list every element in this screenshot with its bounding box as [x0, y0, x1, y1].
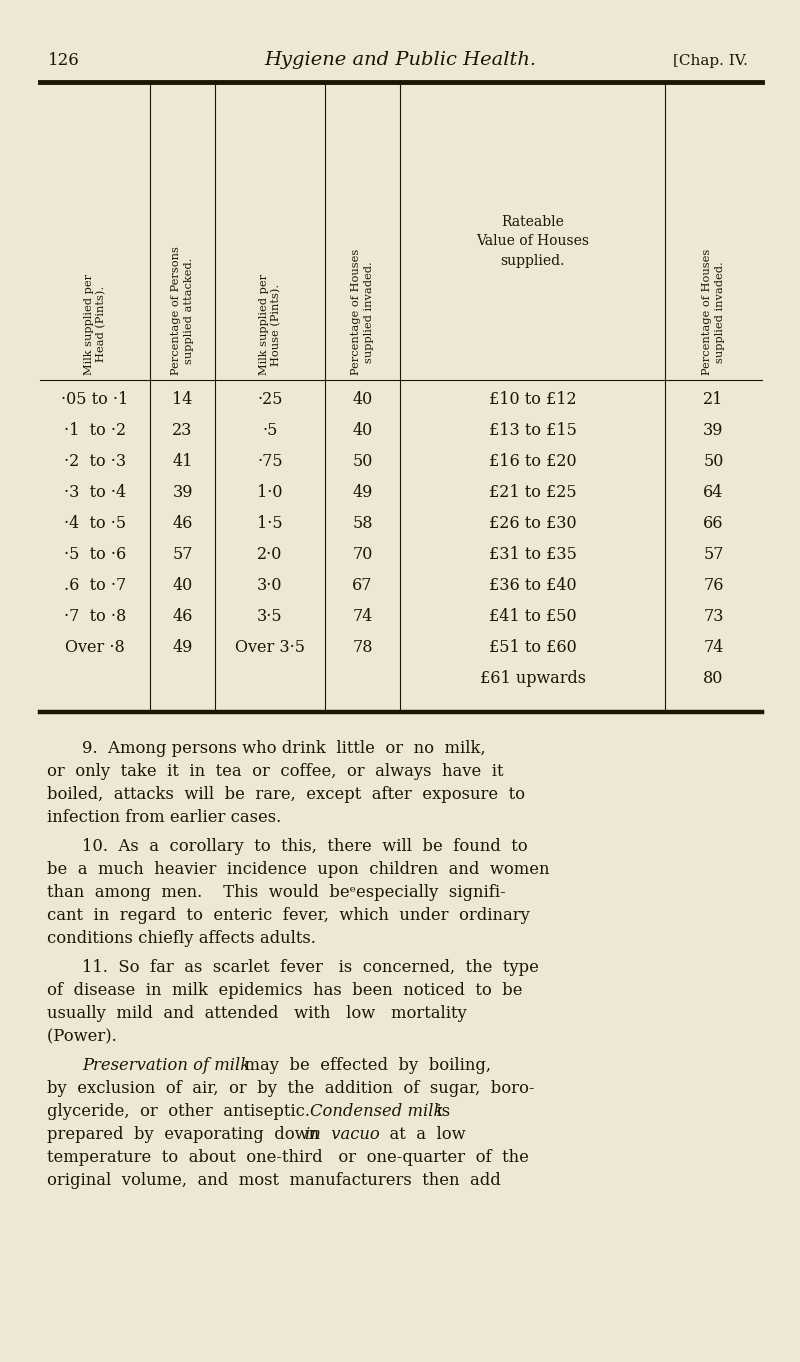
Text: 50: 50: [703, 454, 724, 470]
Text: in  vacuo: in vacuo: [305, 1126, 380, 1143]
Text: of  disease  in  milk  epidemics  has  been  noticed  to  be: of disease in milk epidemics has been no…: [47, 982, 522, 998]
Text: 41: 41: [172, 454, 193, 470]
Text: be  a  much  heavier  incidence  upon  children  and  women: be a much heavier incidence upon childre…: [47, 861, 550, 878]
Text: usually  mild  and  attended   with   low   mortality: usually mild and attended with low morta…: [47, 1005, 466, 1022]
Text: ·2  to ·3: ·2 to ·3: [64, 454, 126, 470]
Text: 50: 50: [352, 454, 373, 470]
Text: 1·5: 1·5: [257, 515, 283, 533]
Text: 10.  As  a  corollary  to  this,  there  will  be  found  to: 10. As a corollary to this, there will b…: [82, 838, 528, 855]
Text: 73: 73: [703, 607, 724, 625]
Text: 80: 80: [703, 670, 724, 686]
Text: cant  in  regard  to  enteric  fever,  which  under  ordinary: cant in regard to enteric fever, which u…: [47, 907, 530, 923]
Text: £21 to £25: £21 to £25: [489, 484, 576, 501]
Text: Over ·8: Over ·8: [65, 639, 125, 656]
Text: 3·0: 3·0: [258, 577, 282, 594]
Text: [Chap. IV.: [Chap. IV.: [673, 54, 748, 68]
Text: ·75: ·75: [257, 454, 283, 470]
Text: original  volume,  and  most  manufacturers  then  add: original volume, and most manufacturers …: [47, 1171, 501, 1189]
Text: 40: 40: [352, 391, 373, 409]
Text: 1·0: 1·0: [258, 484, 282, 501]
Text: 23: 23: [172, 422, 193, 439]
Text: infection from earlier cases.: infection from earlier cases.: [47, 809, 282, 825]
Text: £41 to £50: £41 to £50: [489, 607, 576, 625]
Text: prepared  by  evaporating  down: prepared by evaporating down: [47, 1126, 330, 1143]
Text: by  exclusion  of  air,  or  by  the  addition  of  sugar,  boro-: by exclusion of air, or by the addition …: [47, 1080, 534, 1096]
Text: 74: 74: [352, 607, 373, 625]
Text: 39: 39: [703, 422, 724, 439]
Text: 49: 49: [172, 639, 193, 656]
Text: Preservation of milk: Preservation of milk: [82, 1057, 250, 1075]
Text: £10 to £12: £10 to £12: [489, 391, 576, 409]
Text: may  be  effected  by  boiling,: may be effected by boiling,: [234, 1057, 491, 1075]
Text: 11.  So  far  as  scarlet  fever   is  concerned,  the  type: 11. So far as scarlet fever is concerned…: [82, 959, 539, 977]
Text: £51 to £60: £51 to £60: [489, 639, 576, 656]
Text: 9.  Among persons who drink  little  or  no  milk,: 9. Among persons who drink little or no …: [82, 740, 486, 757]
Text: £36 to £40: £36 to £40: [489, 577, 576, 594]
Text: ·5  to ·6: ·5 to ·6: [64, 546, 126, 563]
Text: ·05 to ·1: ·05 to ·1: [62, 391, 129, 409]
Text: ·1  to ·2: ·1 to ·2: [64, 422, 126, 439]
Text: 67: 67: [352, 577, 373, 594]
Text: Percentage of Persons
supplied attacked.: Percentage of Persons supplied attacked.: [171, 247, 194, 375]
Text: Over 3·5: Over 3·5: [235, 639, 305, 656]
Text: conditions chiefly affects adults.: conditions chiefly affects adults.: [47, 930, 316, 947]
Text: ·7  to ·8: ·7 to ·8: [64, 607, 126, 625]
Text: £16 to £20: £16 to £20: [489, 454, 576, 470]
Text: 78: 78: [352, 639, 373, 656]
Text: Percentage of Houses
supplied invaded.: Percentage of Houses supplied invaded.: [702, 249, 725, 375]
Text: (‪Power‪).: (‪Power‪).: [47, 1028, 117, 1045]
Text: 40: 40: [172, 577, 193, 594]
Text: Condensed milk: Condensed milk: [310, 1103, 443, 1120]
Text: 14: 14: [172, 391, 193, 409]
Text: boiled,  attacks  will  be  rare,  except  after  exposure  to: boiled, attacks will be rare, except aft…: [47, 786, 525, 804]
Text: ·25: ·25: [258, 391, 282, 409]
Text: £26 to £30: £26 to £30: [489, 515, 576, 533]
Text: Milk supplied per
Head (Pints).: Milk supplied per Head (Pints).: [83, 274, 106, 375]
Text: glyceride,  or  other  antiseptic.: glyceride, or other antiseptic.: [47, 1103, 331, 1120]
Text: 46: 46: [172, 515, 193, 533]
Text: than  among  men.    This  would  beᵉespecially  signifi-: than among men. This would beᵉespecially…: [47, 884, 506, 902]
Text: 3·5: 3·5: [257, 607, 283, 625]
Text: ·3  to ·4: ·3 to ·4: [64, 484, 126, 501]
Text: £31 to £35: £31 to £35: [489, 546, 577, 563]
Text: ·5: ·5: [262, 422, 278, 439]
Text: 70: 70: [352, 546, 373, 563]
Text: 58: 58: [352, 515, 373, 533]
Text: Milk supplied per
House (Pints).: Milk supplied per House (Pints).: [258, 274, 282, 375]
Text: £13 to £15: £13 to £15: [489, 422, 577, 439]
Text: 57: 57: [172, 546, 193, 563]
Text: 126: 126: [48, 52, 80, 69]
Text: 76: 76: [703, 577, 724, 594]
Text: is: is: [426, 1103, 450, 1120]
Text: or  only  take  it  in  tea  or  coffee,  or  always  have  it: or only take it in tea or coffee, or alw…: [47, 763, 503, 780]
Text: at  a  low: at a low: [379, 1126, 466, 1143]
Text: 40: 40: [352, 422, 373, 439]
Text: Percentage of Houses
supplied invaded.: Percentage of Houses supplied invaded.: [351, 249, 374, 375]
Text: temperature  to  about  one-third   or  one-quarter  of  the: temperature to about one-third or one-qu…: [47, 1150, 529, 1166]
Text: ·4  to ·5: ·4 to ·5: [64, 515, 126, 533]
Text: 49: 49: [352, 484, 373, 501]
Text: 74: 74: [703, 639, 724, 656]
Text: .6  to ·7: .6 to ·7: [64, 577, 126, 594]
Text: 46: 46: [172, 607, 193, 625]
Text: 2·0: 2·0: [258, 546, 282, 563]
Text: 66: 66: [703, 515, 724, 533]
Text: £61 upwards: £61 upwards: [479, 670, 586, 686]
Text: Rateable
Value of Houses
supplied.: Rateable Value of Houses supplied.: [476, 214, 589, 267]
Text: 64: 64: [703, 484, 724, 501]
Text: 39: 39: [172, 484, 193, 501]
Text: 57: 57: [703, 546, 724, 563]
Text: Hygiene and Public Health.: Hygiene and Public Health.: [264, 50, 536, 69]
Text: 21: 21: [703, 391, 724, 409]
